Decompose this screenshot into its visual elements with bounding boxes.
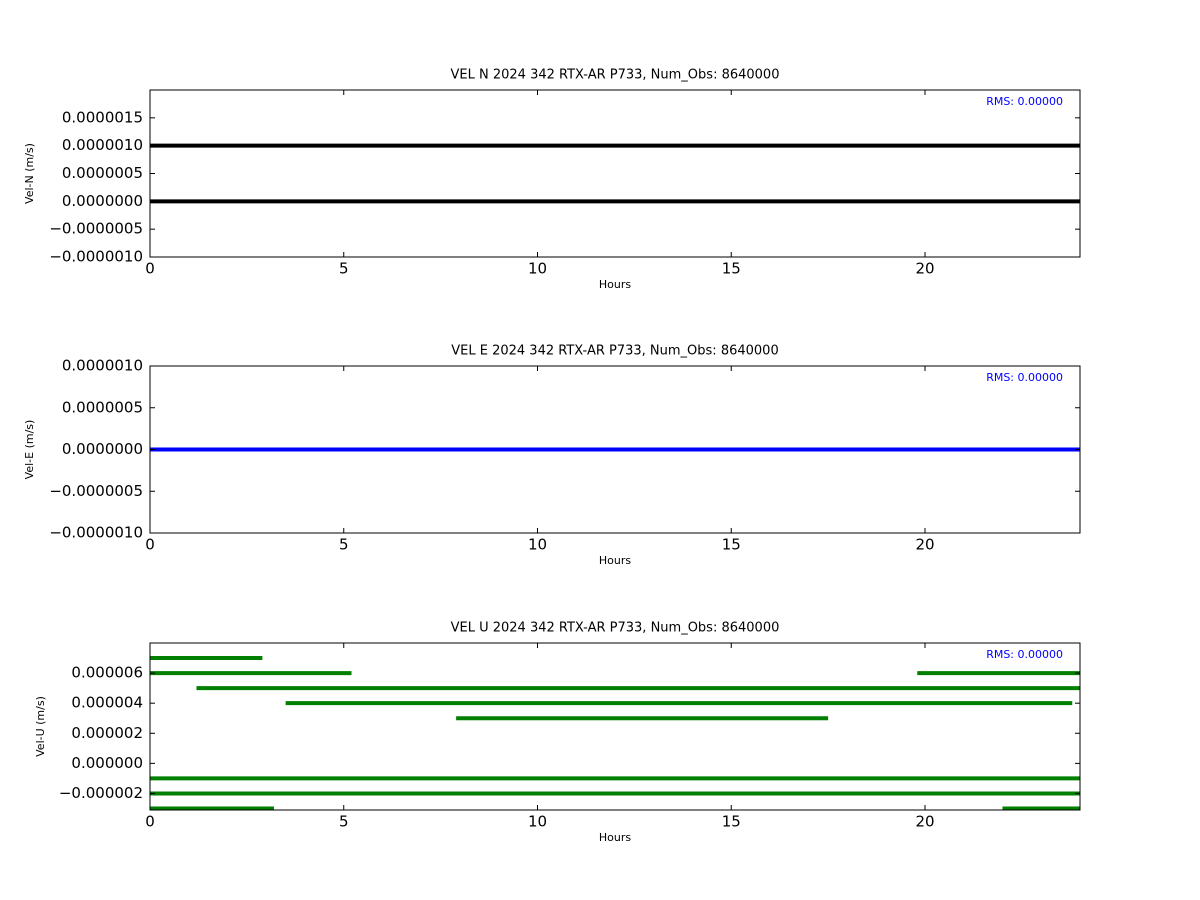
axes-frame: [149, 365, 1081, 534]
x-axis-label: Hours: [599, 831, 631, 844]
x-tick-label: 5: [339, 260, 349, 278]
axes-frame: [149, 642, 1081, 811]
y-tick-label: 0.0000000: [62, 192, 143, 210]
y-axis-label: Vel-U (m/s): [34, 696, 47, 757]
axes-frame: [149, 89, 1081, 258]
y-tick-label: 0.0000000: [62, 440, 143, 458]
x-tick-label: 10: [528, 813, 547, 831]
y-tick-label: −0.000002: [59, 784, 143, 802]
y-tick-label: 0.000000: [71, 754, 143, 772]
y-tick-label: 0.0000015: [62, 108, 143, 126]
x-tick-label: 0: [145, 536, 155, 554]
x-tick-label: 20: [915, 536, 934, 554]
subplot: VEL U 2024 342 RTX-AR P733, Num_Obs: 864…: [34, 621, 1081, 844]
y-tick-label: −0.0000010: [49, 524, 143, 542]
y-tick-label: 0.000006: [71, 664, 143, 682]
x-tick-label: 10: [528, 260, 547, 278]
plot-area: [150, 656, 1080, 810]
x-tick-label: 15: [722, 536, 741, 554]
y-tick-label: −0.0000010: [49, 248, 143, 266]
rms-annotation: RMS: 0.00000: [986, 648, 1063, 661]
x-tick-label: 15: [722, 260, 741, 278]
x-tick-label: 0: [145, 813, 155, 831]
y-tick-label: 0.0000010: [62, 136, 143, 154]
y-tick-label: −0.0000005: [49, 220, 143, 238]
x-tick-label: 20: [915, 260, 934, 278]
x-axis-label: Hours: [599, 554, 631, 567]
subplot-title: VEL E 2024 342 RTX-AR P733, Num_Obs: 864…: [451, 344, 778, 359]
subplot-title: VEL N 2024 342 RTX-AR P733, Num_Obs: 864…: [451, 68, 780, 83]
x-tick-label: 20: [915, 813, 934, 831]
y-tick-label: 0.0000005: [62, 164, 143, 182]
x-tick-label: 0: [145, 260, 155, 278]
subplot-title: VEL U 2024 342 RTX-AR P733, Num_Obs: 864…: [451, 621, 780, 636]
x-tick-label: 5: [339, 813, 349, 831]
rms-annotation: RMS: 0.00000: [986, 95, 1063, 108]
x-tick-label: 5: [339, 536, 349, 554]
plot-area: [150, 143, 1080, 204]
y-axis-label: Vel-E (m/s): [23, 420, 36, 480]
rms-annotation: RMS: 0.00000: [986, 371, 1063, 384]
y-tick-label: 0.000004: [71, 694, 143, 712]
subplot: VEL N 2024 342 RTX-AR P733, Num_Obs: 864…: [23, 68, 1081, 291]
y-tick-label: 0.0000005: [62, 398, 143, 416]
y-axis-label: Vel-N (m/s): [23, 143, 36, 204]
y-tick-label: −0.0000005: [49, 482, 143, 500]
x-tick-label: 10: [528, 536, 547, 554]
x-tick-label: 15: [722, 813, 741, 831]
x-axis-label: Hours: [599, 278, 631, 291]
y-tick-label: 0.0000010: [62, 357, 143, 375]
subplot: VEL E 2024 342 RTX-AR P733, Num_Obs: 864…: [23, 344, 1081, 567]
y-tick-label: 0.000002: [71, 724, 143, 742]
